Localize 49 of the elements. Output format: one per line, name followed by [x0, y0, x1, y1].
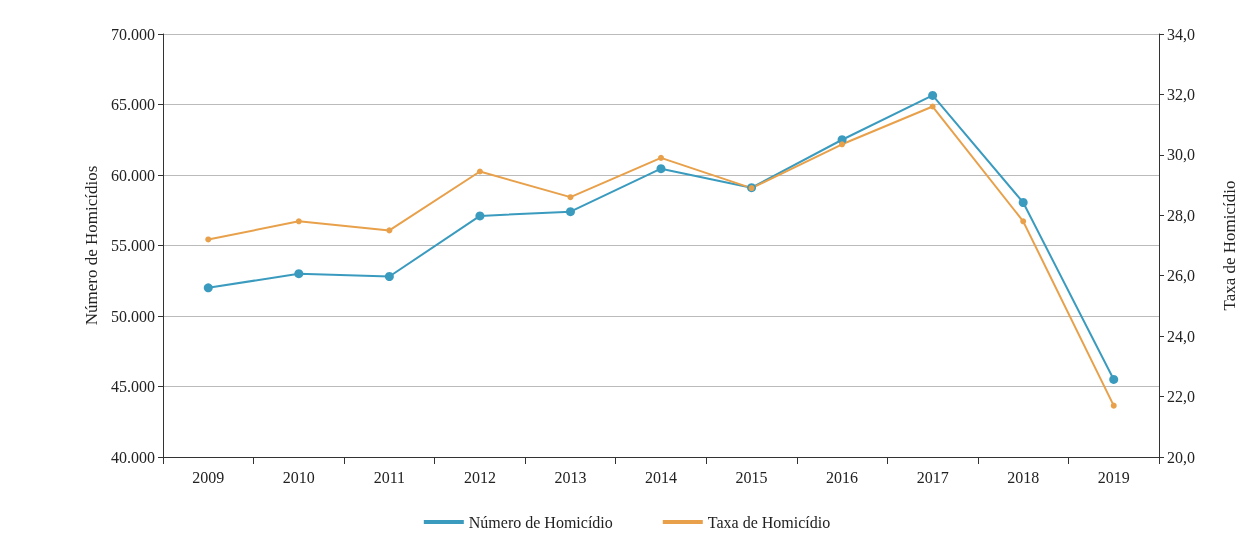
x-tick-label: 2010: [282, 468, 315, 486]
point: [205, 236, 212, 243]
y-tick-label: 40.000: [111, 448, 155, 466]
point: [565, 207, 575, 217]
y-axis-title: Número de Homicídios: [82, 165, 102, 326]
point: [476, 168, 483, 175]
point: [1018, 198, 1028, 207]
legend-label: Número de Homicídio: [468, 513, 613, 531]
x-tick-label: 2018: [1007, 468, 1040, 486]
point: [839, 141, 846, 148]
y-tick-label: 55.000: [111, 237, 155, 254]
point: [1020, 218, 1027, 225]
x-tick-label: 2014: [645, 468, 677, 486]
point: [386, 227, 393, 234]
legend-label: Taxa de Homicídio: [707, 513, 831, 531]
y-tick-label: 65.000: [111, 96, 155, 113]
y-tick-label: 45.000: [111, 378, 155, 395]
y2-tick-label: 22,0: [1167, 388, 1195, 406]
y-tick-label: 70.000: [111, 25, 155, 43]
x-tick-label: 2011: [373, 468, 406, 486]
x-tick-label: 2009: [192, 468, 225, 486]
point: [384, 272, 394, 282]
point: [475, 211, 485, 221]
point: [1110, 402, 1117, 409]
point: [294, 269, 304, 279]
y2-tick-label: 32,0: [1167, 85, 1195, 103]
y2-axis-title: Taxa de Homicídio: [1220, 180, 1239, 311]
y2-tick-label: 28,0: [1167, 206, 1195, 224]
x-tick-label: 2015: [735, 468, 768, 486]
x-tick-label: 2013: [554, 468, 587, 486]
point: [295, 218, 302, 225]
y2-tick-label: 30,0: [1167, 146, 1195, 164]
point: [567, 194, 574, 201]
x-tick-label: 2019: [1097, 468, 1130, 486]
point: [1109, 374, 1119, 384]
y2-tick-label: 24,0: [1167, 327, 1195, 345]
point: [929, 103, 936, 110]
y2-tick-label: 20,0: [1167, 448, 1195, 466]
y-tick-label: 50.000: [111, 307, 155, 325]
point: [203, 283, 213, 293]
y2-tick-label: 34,0: [1167, 25, 1195, 43]
x-tick-label: 2017: [916, 468, 949, 486]
y-tick-label: 60.000: [111, 166, 155, 184]
point: [656, 164, 666, 174]
y2-tick-label: 26,0: [1167, 267, 1195, 285]
point: [928, 90, 938, 100]
x-tick-label: 2016: [826, 468, 859, 486]
point: [658, 154, 664, 161]
x-tick-label: 2012: [463, 468, 496, 486]
